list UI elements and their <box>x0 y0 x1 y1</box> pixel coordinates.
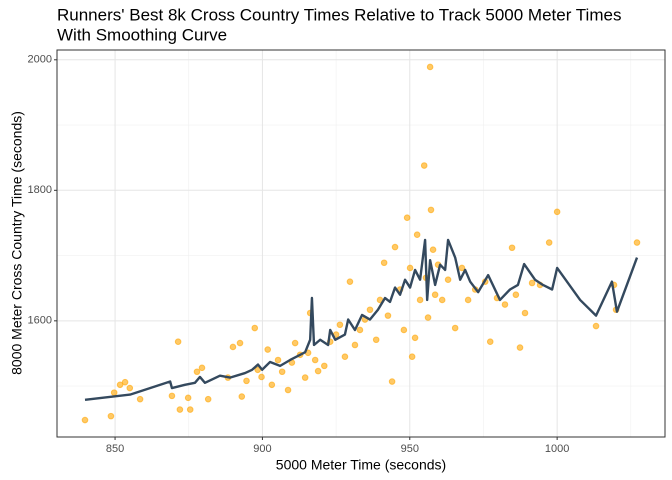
scatter-point <box>110 389 118 396</box>
chart-subtitle: With Smoothing Curve <box>57 25 227 44</box>
scatter-point <box>501 301 509 308</box>
scatter-point <box>176 406 184 413</box>
y-axis-title: 8000 Meter Cross Country Time (seconds) <box>9 111 25 375</box>
scatter-point <box>107 412 115 420</box>
scatter-point <box>321 362 328 370</box>
x-tick-label: 1000 <box>545 443 569 455</box>
scatter-point <box>198 364 206 372</box>
scatter-point <box>553 208 561 216</box>
smoothing-curve <box>84 238 639 401</box>
scatter-point <box>258 373 265 381</box>
scatter-point <box>508 244 516 252</box>
y-tick-label: 1800 <box>28 184 52 196</box>
scatter-point <box>400 326 408 334</box>
scatter-point <box>243 377 250 385</box>
scatter-point <box>193 368 201 376</box>
scatter-point <box>116 381 124 389</box>
scatter-point <box>168 392 176 400</box>
scatter-point <box>301 374 309 381</box>
y-tick-label: 1600 <box>28 315 52 327</box>
scatter-point <box>380 259 388 267</box>
x-tick-label: 850 <box>106 443 124 455</box>
scatter-point <box>204 395 212 403</box>
scatter-point <box>528 279 536 287</box>
scatter-point <box>458 264 466 272</box>
scatter-point <box>431 291 439 299</box>
scatter-point <box>408 353 416 361</box>
scatter-point <box>366 306 374 314</box>
scatter-point <box>411 334 419 342</box>
plot-border <box>56 49 666 438</box>
scatter-point <box>121 378 129 386</box>
scatter-point <box>545 239 553 246</box>
scatter-point <box>238 393 246 400</box>
scatter-point <box>81 416 89 424</box>
scatter-point <box>229 343 237 351</box>
scatter-point <box>516 344 524 351</box>
scatter-point <box>274 356 282 364</box>
scatter-point <box>427 206 435 214</box>
scatter-point <box>174 338 182 346</box>
x-tick-label: 950 <box>401 443 419 455</box>
scatter-point <box>291 339 299 347</box>
scatter-point <box>384 312 392 319</box>
scatter-point <box>136 395 144 403</box>
scatter-point <box>451 324 459 332</box>
scatter-point <box>444 276 452 284</box>
scatter-point <box>284 386 292 394</box>
scatter-point <box>426 63 434 71</box>
scatter-point <box>391 243 399 251</box>
scatter-point <box>424 314 432 321</box>
scatter-point <box>236 339 244 347</box>
scatter-point <box>438 296 446 304</box>
scatter-point <box>633 239 641 246</box>
scatter-point <box>341 353 349 361</box>
scatter-point <box>254 366 262 374</box>
scatter-point <box>512 291 520 299</box>
scatter-point <box>311 356 319 364</box>
scatter-point <box>251 324 259 332</box>
scatter-point <box>346 278 354 285</box>
scatter-point <box>592 322 600 330</box>
scatter-point <box>126 384 134 392</box>
scatter-point <box>264 346 272 353</box>
scatter-point <box>336 321 344 329</box>
scatter-point <box>186 406 194 413</box>
scatter-point <box>429 246 437 253</box>
scatter-point <box>403 214 411 222</box>
scatter-point <box>486 338 494 346</box>
scatter-point <box>420 162 428 169</box>
scatter-point <box>372 336 380 344</box>
scatter-point <box>406 264 414 272</box>
x-axis-title: 5000 Meter Time (seconds) <box>276 457 446 473</box>
scatter-point <box>314 367 322 375</box>
scatter-point <box>388 378 396 385</box>
scatter-point <box>356 326 364 334</box>
scatter-point <box>351 341 359 349</box>
scatter-point <box>416 296 424 304</box>
x-tick-label: 900 <box>253 443 271 455</box>
plot-background <box>57 50 665 437</box>
scatter-point <box>464 296 472 304</box>
scatter-point <box>413 231 421 238</box>
chart-title: Runners' Best 8k Cross Country Times Rel… <box>57 5 621 24</box>
y-tick-label: 2000 <box>28 54 52 66</box>
scatter-point <box>278 368 286 376</box>
scatter-point <box>184 394 192 402</box>
scatter-point <box>268 381 276 389</box>
scatter-point <box>521 309 529 317</box>
